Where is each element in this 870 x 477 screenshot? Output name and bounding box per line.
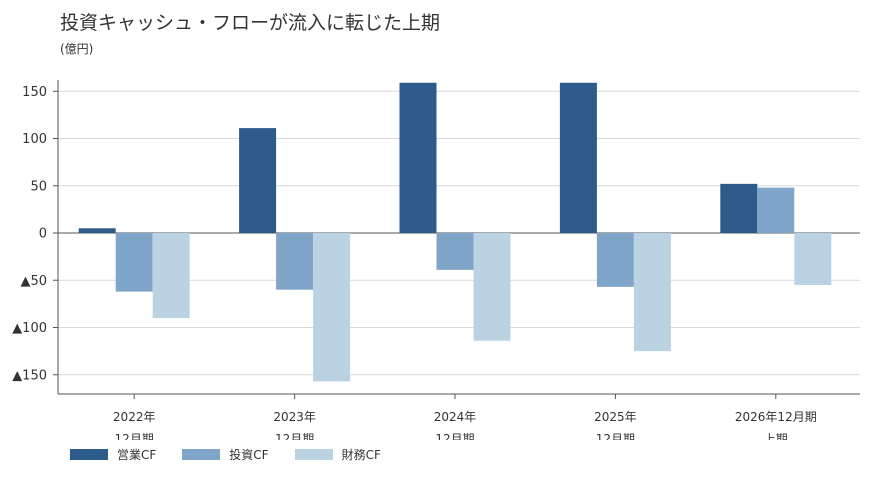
bar-investing: [276, 233, 314, 290]
y-tick-label: 100: [22, 132, 47, 147]
legend-item-investing: 投資CF: [182, 446, 269, 463]
bar-financing: [633, 233, 671, 352]
y-tick-label: 0: [39, 227, 47, 242]
bar-investing: [436, 233, 474, 270]
legend-item-operating: 営業CF: [70, 446, 156, 463]
bar-operating: [720, 183, 758, 233]
legend-swatch-investing: [182, 449, 221, 460]
x-tick-label: 2023年: [273, 410, 316, 424]
x-tick-label: 上期: [764, 432, 788, 440]
bar-operating: [78, 228, 116, 233]
y-tick-label: ▲50: [20, 274, 47, 289]
bar-financing: [794, 233, 832, 285]
y-tick-label: 50: [30, 179, 47, 194]
x-tick-label: 2025年: [594, 410, 637, 424]
x-tick-label: 2026年12月期: [735, 410, 817, 424]
bar-financing: [313, 233, 351, 382]
bar-investing: [596, 233, 634, 287]
y-tick-label: 150: [22, 85, 47, 100]
legend-swatch-financing: [294, 449, 333, 460]
legend-label-investing: 投資CF: [229, 448, 269, 462]
legend-item-financing: 財務CF: [294, 446, 381, 463]
bar-operating: [399, 82, 437, 234]
legend-label-operating: 営業CF: [117, 448, 157, 462]
bar-investing: [115, 233, 153, 292]
x-tick-label: 12月期: [275, 432, 314, 440]
bar-operating: [239, 128, 277, 233]
bar-financing: [473, 233, 511, 341]
legend: 営業CF 投資CF 財務CF: [70, 446, 407, 463]
y-tick-label: ▲150: [12, 368, 47, 383]
bar-operating: [559, 82, 597, 234]
chart-title: 投資キャッシュ・フローが流入に転じた上期: [60, 12, 441, 34]
x-tick-label: 12月期: [115, 432, 154, 440]
legend-swatch-operating: [70, 449, 108, 460]
bar-investing: [757, 187, 795, 233]
bar-chart: 150 100 50 0 ▲50 ▲100 ▲150 2022年 12月期 2023年 12月期 20…: [12, 80, 860, 440]
x-tick-label: 2022年: [113, 410, 156, 424]
y-tick-label: ▲100: [12, 321, 47, 336]
bar-financing: [152, 233, 190, 319]
unit-label: (億円): [60, 42, 94, 56]
x-tick-label: 2024年: [434, 410, 477, 424]
legend-label-financing: 財務CF: [341, 448, 381, 462]
x-tick-label: 12月期: [435, 432, 474, 440]
x-tick-label: 12月期: [596, 432, 635, 440]
